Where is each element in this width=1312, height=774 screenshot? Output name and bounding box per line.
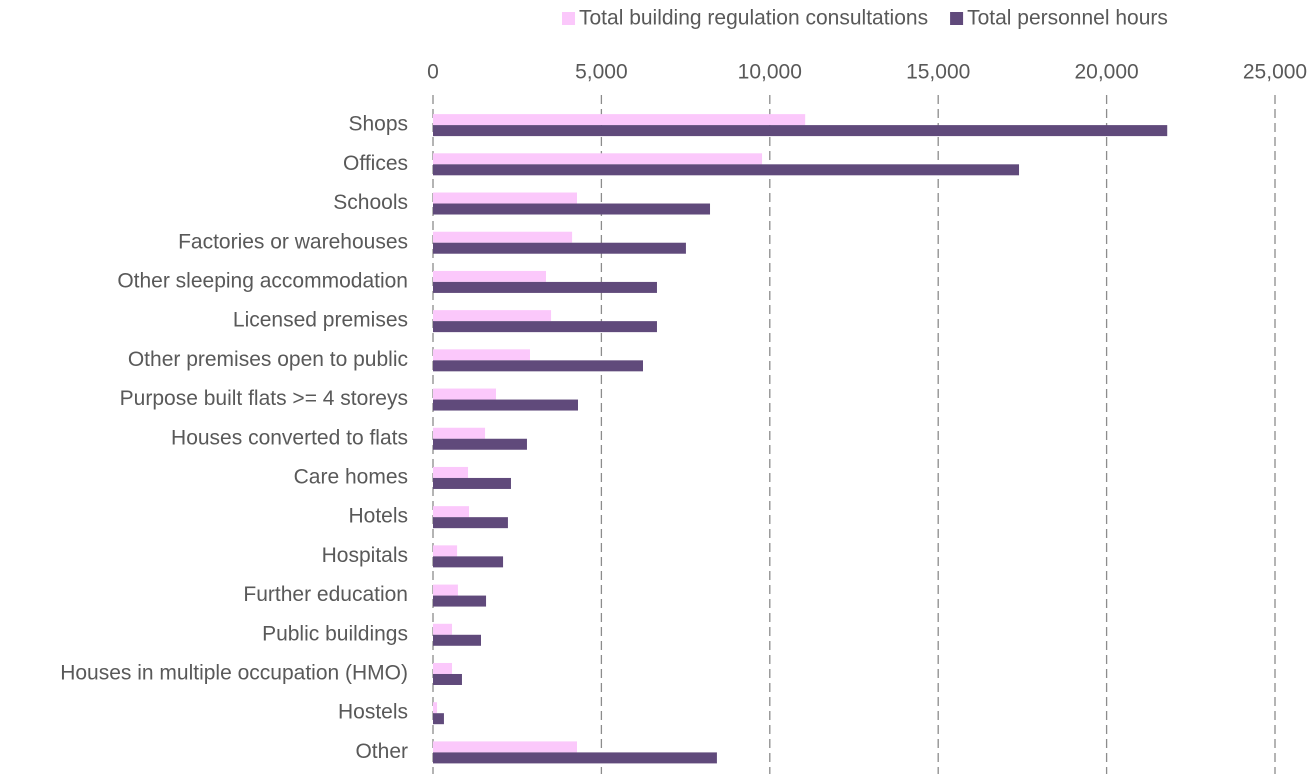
bar [433,281,657,293]
y-tick-label: Houses converted to flats [171,426,408,449]
x-tick-label: 25,000 [1243,61,1307,84]
bar [433,360,643,372]
bar [433,153,763,165]
y-tick-label: Public buildings [262,622,408,645]
y-tick-label: Factories or warehouses [178,230,408,253]
bar [433,231,573,243]
y-tick-label: Care homes [294,466,408,489]
bar [433,399,578,411]
y-tick-label: Hospitals [322,544,408,567]
bar [433,270,546,282]
legend-label: Total building regulation consultations [579,7,928,30]
bar [433,517,508,529]
bar [433,634,481,646]
bar [433,427,486,439]
y-tick-label: Other sleeping accommodation [117,269,408,292]
x-tick-label: 15,000 [906,61,970,84]
x-tick-label: 0 [427,61,439,84]
bar [433,349,530,361]
bar [433,702,438,714]
legend-label: Total personnel hours [967,7,1168,30]
bar [433,545,458,557]
y-tick-label: Purpose built flats >= 4 storeys [120,387,408,410]
bar [433,125,1168,137]
y-tick-label: Shops [348,113,408,136]
bar [433,673,462,685]
bar [433,388,496,400]
bar [433,192,577,204]
bar [433,506,470,518]
y-tick-label: Further education [243,583,408,606]
y-tick-label: Hostels [338,701,408,724]
bar [433,713,444,725]
legend-swatch [562,12,575,25]
y-tick-label: Hotels [348,505,408,528]
y-tick-label: Offices [343,152,408,175]
bar [433,164,1020,176]
bar [433,623,453,635]
y-tick-label: Other [355,740,408,763]
bar [433,477,511,489]
x-tick-label: 5,000 [575,61,628,84]
y-tick-label: Houses in multiple occupation (HMO) [60,662,408,685]
bar [433,114,806,126]
bar [433,556,504,568]
bar [433,438,527,450]
bar [433,662,453,674]
y-tick-label: Other premises open to public [128,348,408,371]
y-tick-label: Schools [333,191,408,214]
bar [433,595,487,607]
bar [433,584,458,596]
bar [433,321,657,333]
bar [433,242,686,254]
x-tick-label: 10,000 [738,61,802,84]
y-tick-label: Licensed premises [233,309,408,332]
bar [433,752,717,764]
bar [433,203,711,215]
legend-swatch [950,12,964,25]
x-tick-label: 20,000 [1074,61,1138,84]
bar [433,741,577,753]
bar [433,310,552,322]
bar [433,466,469,478]
